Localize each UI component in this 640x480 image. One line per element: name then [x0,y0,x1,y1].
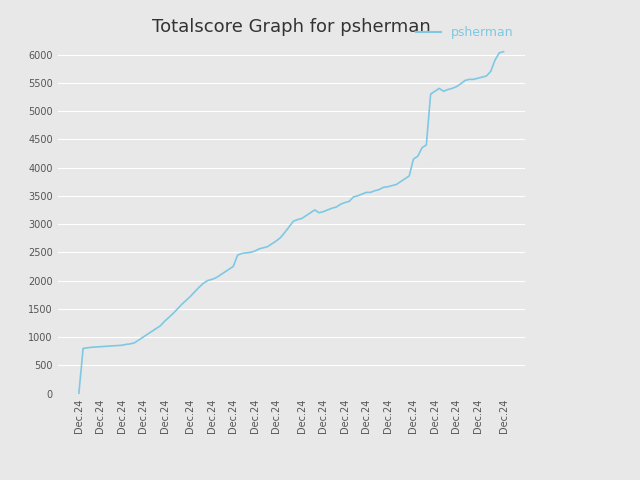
Title: Totalscore Graph for psherman: Totalscore Graph for psherman [152,18,431,36]
psherman [157,323,164,329]
psherman [328,205,336,211]
psherman [500,49,508,55]
Legend: psherman: psherman [411,22,518,45]
psherman [478,74,486,80]
psherman [294,216,301,222]
psherman [75,391,83,396]
psherman [173,306,181,312]
psherman [465,76,473,82]
Line: psherman: psherman [79,52,504,394]
